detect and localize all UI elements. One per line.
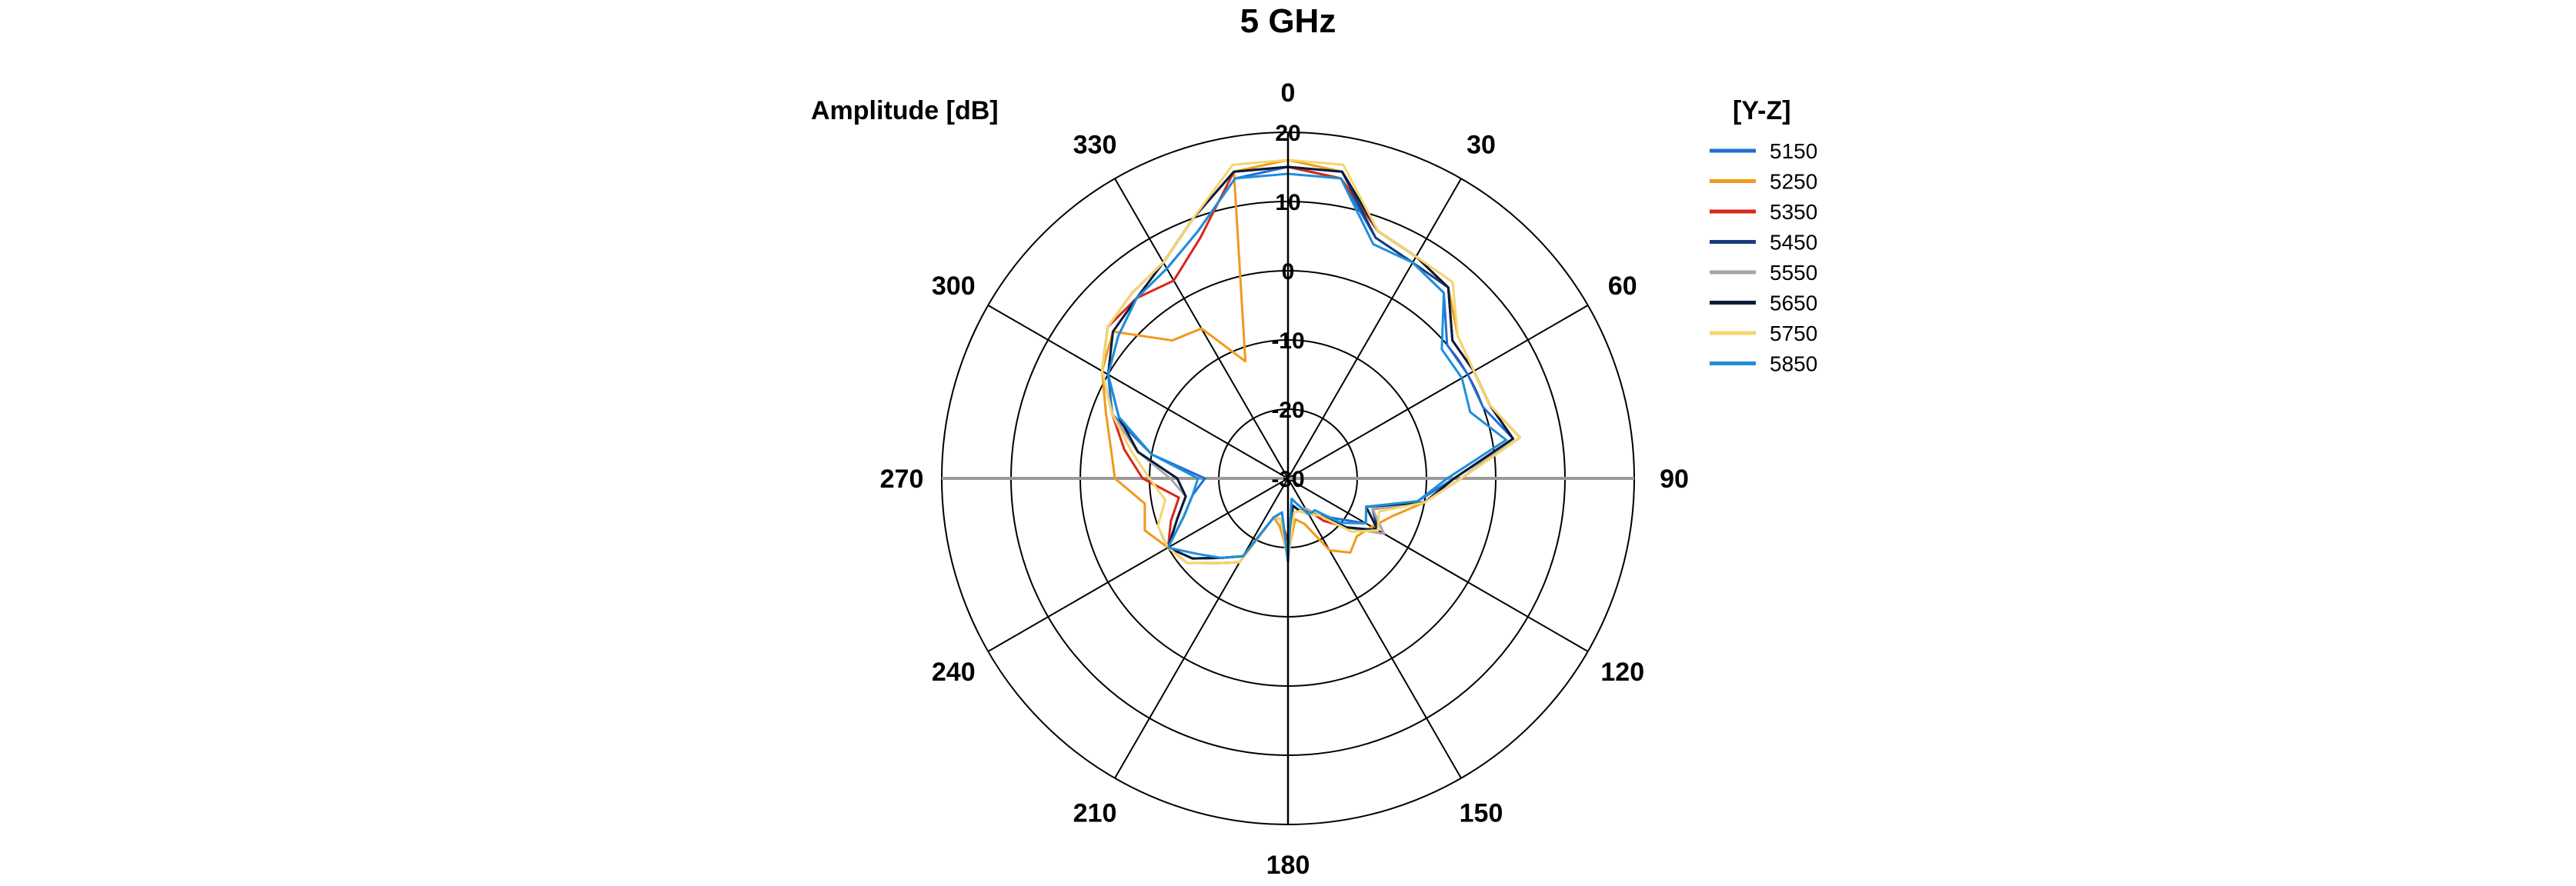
legend: [Y-Z] 5150 5250 5350 5450 5550 5650 5750 5850 <box>1710 96 1817 376</box>
grid-spoke <box>987 305 1289 479</box>
grid-spoke <box>1287 305 1589 479</box>
grid-spoke <box>1287 178 1462 479</box>
angle-tick-label: 90 <box>1660 465 1689 494</box>
legend-item-label: 5150 <box>1770 139 1817 163</box>
legend-item-label: 5750 <box>1770 321 1817 345</box>
legend-item-label: 5250 <box>1770 170 1817 194</box>
angle-tick-label: 150 <box>1460 799 1503 828</box>
radial-tick-label: 0 <box>1282 259 1295 285</box>
axis-overlay: -30 -20 -10 0 10 20 0 30 60 90 120 150 180 210 240 270 3… <box>880 78 1689 880</box>
grid-spoke <box>1114 478 1289 779</box>
grid-spoke <box>1287 478 1589 652</box>
grid-spoke <box>1287 478 1462 779</box>
angle-tick-label: 180 <box>1266 851 1310 880</box>
radial-tick-label: -30 <box>1271 467 1304 492</box>
grid-spoke <box>987 478 1289 652</box>
angle-tick-label: 60 <box>1608 271 1637 301</box>
legend-item-label: 5450 <box>1770 231 1817 255</box>
radial-tick-label: 20 <box>1275 121 1300 146</box>
legend-item-label: 5350 <box>1770 200 1817 224</box>
radial-tick-label: -20 <box>1271 398 1304 423</box>
series-layer <box>1100 158 1521 565</box>
angle-tick-label: 270 <box>880 465 924 494</box>
angle-tick-label: 300 <box>932 271 976 301</box>
legend-item-label: 5550 <box>1770 261 1817 285</box>
legend-title: [Y-Z] <box>1733 96 1791 125</box>
radial-axis-label: Amplitude [dB] <box>811 96 999 125</box>
radial-tick-label: -10 <box>1271 328 1304 354</box>
angle-tick-label: 330 <box>1073 130 1117 159</box>
legend-item-label: 5650 <box>1770 291 1817 315</box>
angle-tick-label: 0 <box>1281 78 1296 108</box>
radial-tick-label: 10 <box>1275 190 1300 215</box>
legend-item-label: 5850 <box>1770 352 1817 376</box>
series-line-5850 <box>1106 172 1508 563</box>
angle-tick-label: 210 <box>1073 799 1117 828</box>
angle-tick-label: 30 <box>1467 130 1496 159</box>
angle-tick-label: 240 <box>932 658 976 687</box>
chart-title: 5 GHz <box>1240 2 1336 40</box>
series-line-5750 <box>1100 158 1521 565</box>
angle-tick-label: 120 <box>1600 658 1644 687</box>
